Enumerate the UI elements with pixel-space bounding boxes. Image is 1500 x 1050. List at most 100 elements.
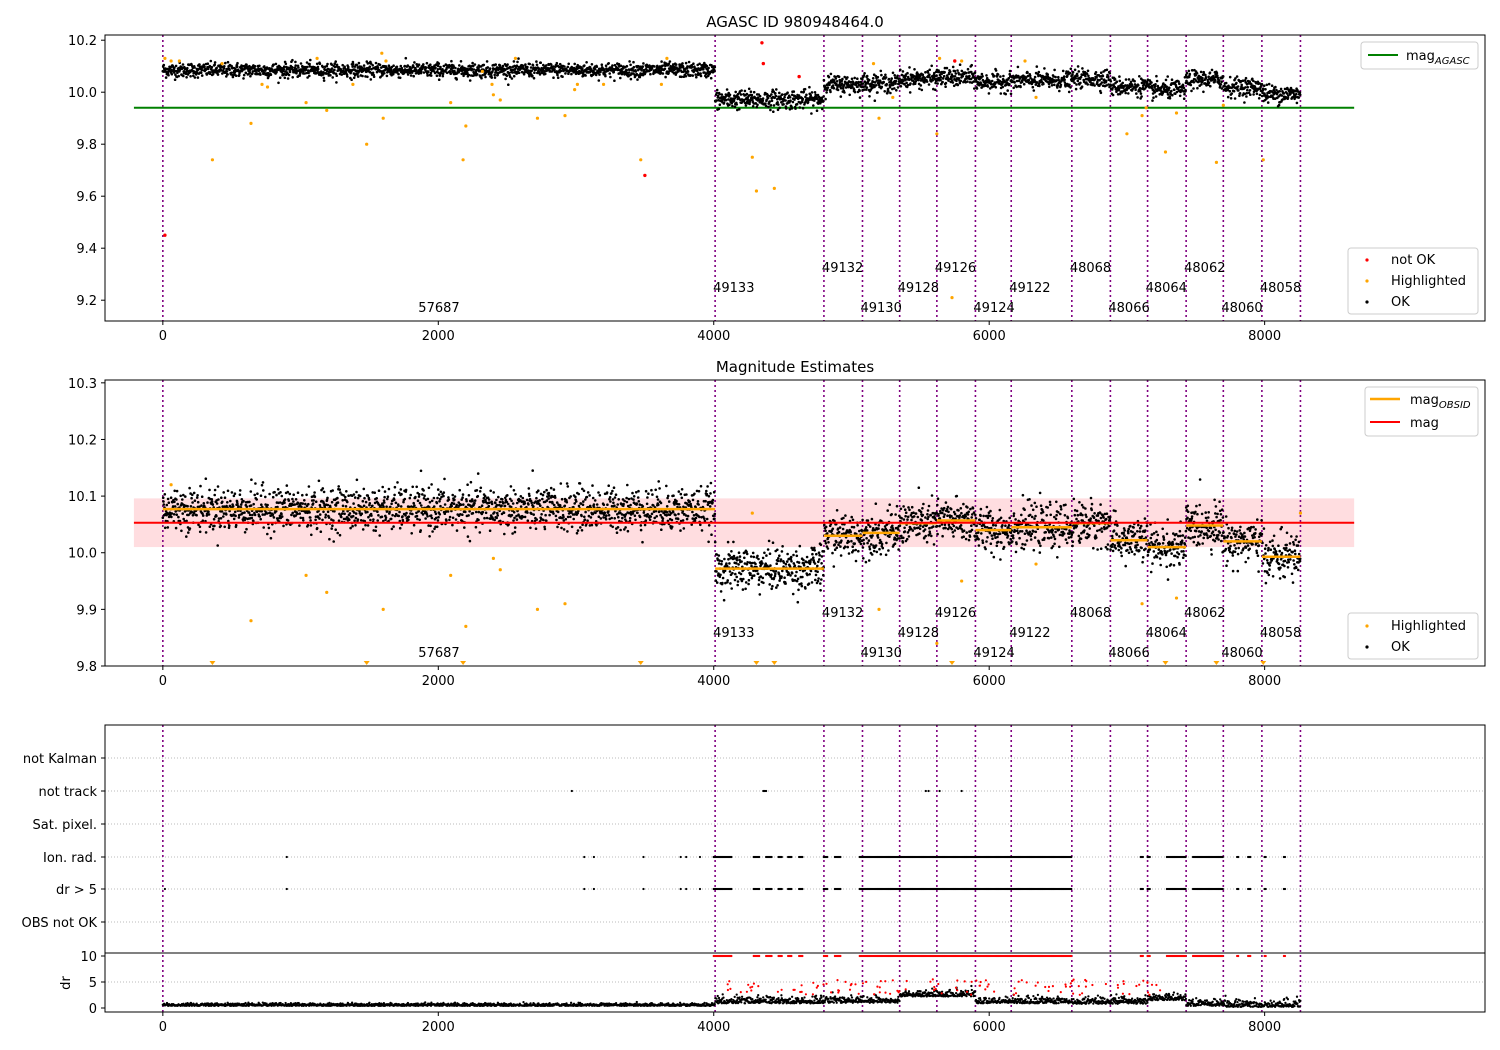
highlighted-point	[177, 59, 181, 63]
p2-ytick-label: 9.9	[76, 603, 97, 618]
p2-ytick-label: 10.2	[68, 433, 97, 448]
p2-xtick-label: 0	[159, 674, 167, 689]
dr5-point	[679, 887, 682, 891]
highlighted-point	[1144, 106, 1148, 110]
not-track-point	[927, 789, 930, 793]
highlighted-point	[449, 101, 453, 105]
p1-xtick-label: 6000	[973, 329, 1006, 344]
not-ok-point	[643, 173, 647, 178]
highlighted-point	[1214, 160, 1219, 164]
p1-obsid-label: 49133	[713, 281, 754, 296]
p1-xtick-label: 4000	[697, 329, 730, 344]
highlighted-point-2	[563, 602, 567, 606]
p1-obsid-label: 48058	[1260, 281, 1301, 296]
p2-obsid-label: 49128	[898, 626, 939, 641]
dr5-point	[685, 887, 688, 891]
highlighted-out-of-range-marker	[460, 661, 467, 665]
dr5-point	[285, 887, 288, 891]
highlighted-point	[772, 186, 776, 190]
highlighted-point	[210, 158, 215, 162]
not-track-point	[924, 789, 927, 793]
p2-obsid-label: 49124	[973, 646, 1014, 661]
highlighted-point-2	[1140, 602, 1144, 606]
highlighted-point	[265, 85, 270, 89]
highlighted-out-of-range-marker	[771, 661, 778, 665]
highlighted-out-of-range-marker	[1213, 661, 1220, 665]
p2-obsid-label: 48062	[1184, 606, 1225, 621]
p2-obsid-label: 49133	[713, 626, 754, 641]
p1-obsid-label: 49132	[822, 261, 863, 276]
highlighted-point	[754, 189, 759, 193]
dr-tick-label: 10	[80, 950, 97, 965]
flag-row-label: Ion. rad.	[43, 851, 97, 866]
highlighted-point	[960, 59, 964, 63]
highlighted-point	[381, 116, 385, 120]
highlighted-point-2	[1034, 562, 1038, 566]
agasc-panel-title: AGASC ID 980948464.0	[706, 13, 884, 31]
p1-obsid-label: 48064	[1146, 281, 1187, 296]
highlighted-out-of-range-marker	[1260, 661, 1267, 665]
not-track-point	[764, 789, 768, 793]
magnitude-legend-lower: Highlighted OK	[1347, 612, 1479, 660]
highlighted-point	[601, 82, 606, 86]
legend-not-ok: not OK	[1391, 253, 1436, 268]
p1-ytick-label: 9.4	[76, 242, 97, 257]
highlighted-point	[639, 158, 643, 162]
highlighted-point	[1125, 132, 1129, 136]
not-ok-point	[761, 61, 766, 66]
highlighted-point-2	[877, 607, 881, 611]
p2-ytick-label: 10.3	[68, 377, 97, 392]
p1-frame	[104, 34, 1486, 322]
p2-obsid-label: 48058	[1260, 626, 1301, 641]
dr5-point	[642, 887, 645, 891]
p1-ytick-label: 9.8	[76, 138, 97, 153]
p3-xtick-label: 6000	[973, 1020, 1006, 1035]
dr-axis-label: dr	[59, 976, 74, 990]
p1-ytick-label: 10.0	[68, 86, 97, 101]
not-ok-point	[163, 233, 167, 237]
p2-obsid-label: 57687	[418, 646, 459, 661]
p2-frame	[104, 379, 1486, 667]
dr5-point	[698, 887, 702, 891]
p2-xtick-label: 2000	[422, 674, 455, 689]
p3-xtick-label: 2000	[422, 1020, 455, 1035]
p3-xtick-label: 8000	[1248, 1020, 1281, 1035]
highlighted-point	[563, 114, 567, 118]
p1-obsid-label: 48068	[1070, 261, 1111, 276]
highlighted-point	[249, 121, 253, 125]
highlighted-point	[1174, 111, 1179, 115]
highlighted-point	[380, 51, 384, 55]
dr-ok-series	[161, 984, 1302, 1009]
p1-ytick-label: 9.2	[76, 294, 97, 309]
p2-ytick-label: 10.0	[68, 547, 97, 562]
not-ok-point	[797, 74, 801, 79]
p2-obsid-label: 48068	[1070, 606, 1111, 621]
flag-row-label: dr > 5	[56, 883, 97, 898]
magnitude-legend-upper: magOBSID mag	[1364, 386, 1479, 437]
not-ok-point	[953, 59, 957, 63]
ion-rad-point	[642, 855, 645, 859]
highlighted-point-2	[449, 573, 453, 577]
highlighted-point	[351, 82, 355, 86]
highlighted-point	[750, 155, 754, 159]
highlighted-point-2	[750, 511, 754, 515]
dr5-point	[583, 887, 586, 891]
not-track-point	[570, 789, 573, 793]
highlighted-out-of-range-marker	[637, 661, 644, 665]
highlighted-point	[659, 82, 664, 86]
p2-xtick-label: 4000	[697, 674, 730, 689]
ion-rad-point	[592, 855, 596, 859]
agasc-legend-upper: magAGASC	[1360, 41, 1479, 70]
flag-row-label: not Kalman	[23, 752, 97, 767]
p2-ytick-label: 10.1	[68, 490, 97, 505]
legend-highlighted-2: Highlighted	[1391, 619, 1466, 634]
highlighted-point	[384, 59, 388, 63]
p1-obsid-label: 48066	[1108, 301, 1149, 316]
highlighted-point	[304, 101, 308, 105]
agasc-panel: AGASC ID 980948464.0 57687 49133 49132 4913…	[68, 13, 1486, 344]
highlighted-out-of-range-marker	[949, 661, 956, 665]
dr-bad-series	[726, 978, 1162, 996]
highlighted-point	[665, 56, 669, 61]
ion-rad-point	[285, 855, 288, 859]
highlighted-point	[163, 56, 167, 61]
